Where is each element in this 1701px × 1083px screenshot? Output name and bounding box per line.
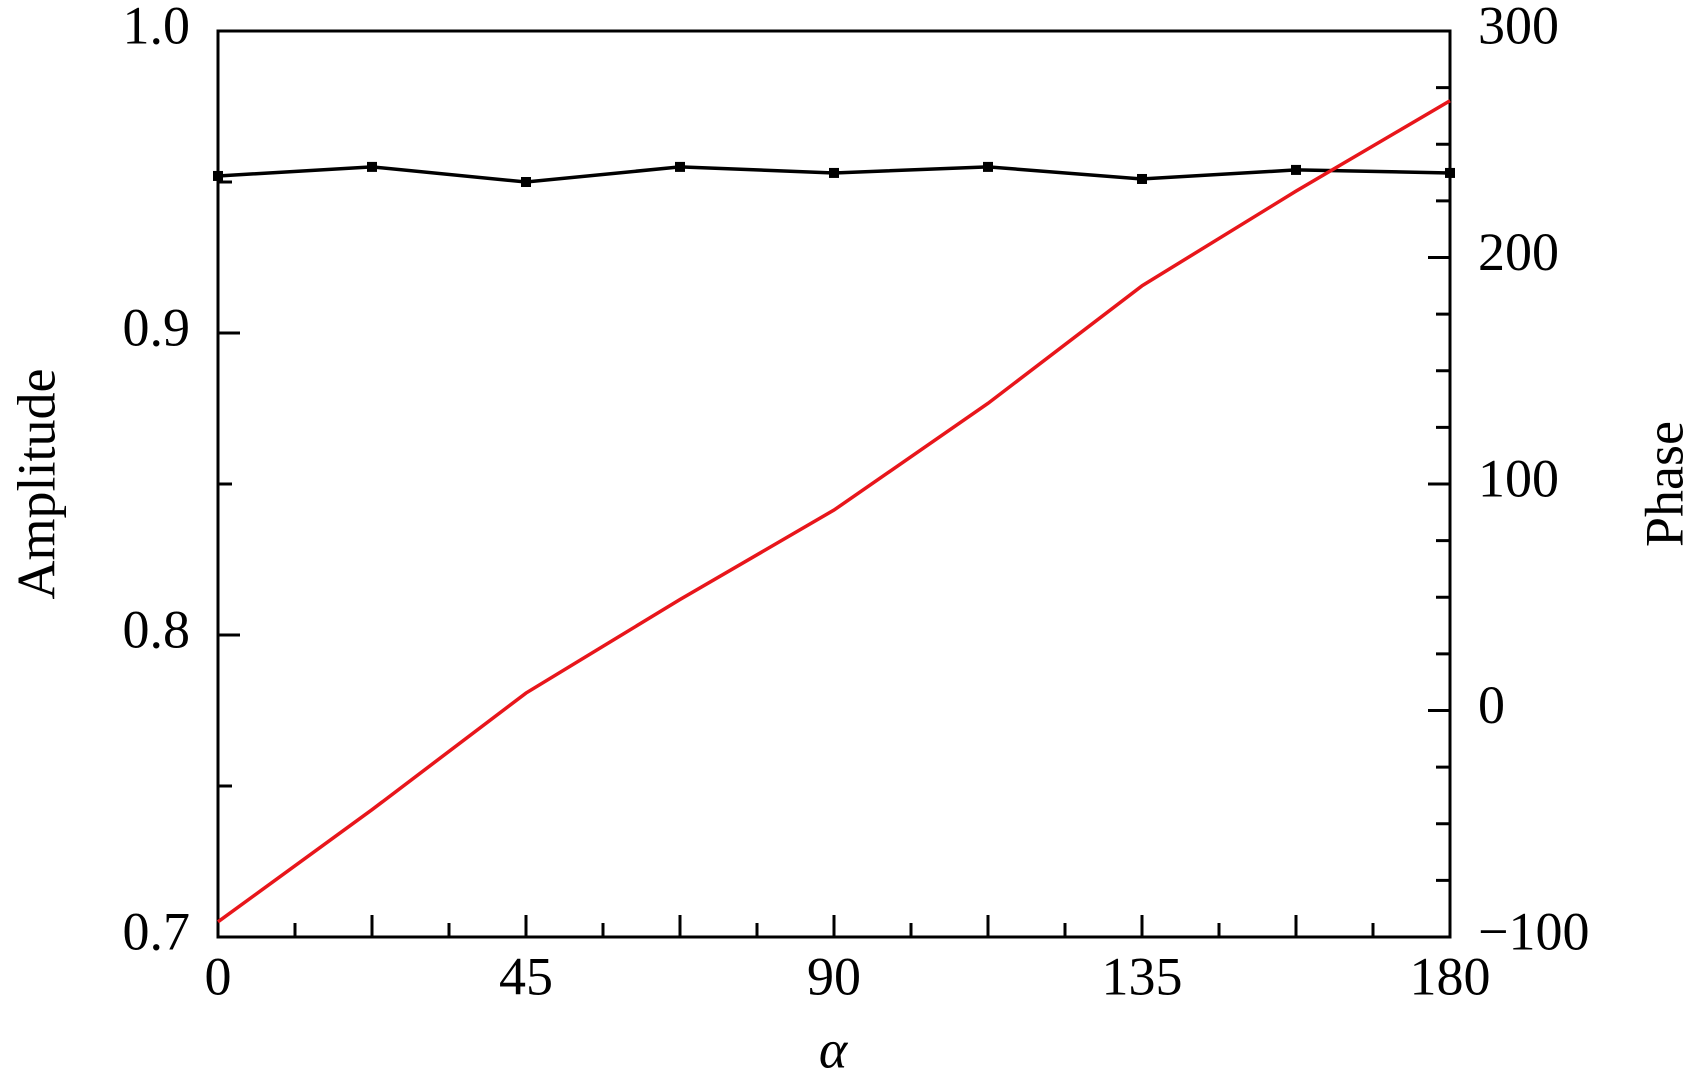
y2-axis-label: Phase [1634, 421, 1694, 547]
point-marker [1291, 164, 1301, 175]
point-marker [213, 170, 223, 181]
y2-tick-label: −100 [1478, 901, 1589, 961]
point-marker [521, 177, 531, 187]
x-tick-label: 90 [807, 946, 861, 1006]
series-line [216, 99, 1451, 924]
y2-tick-label: 200 [1478, 222, 1559, 282]
y-tick-label: 0.8 [123, 599, 191, 659]
point-marker [983, 161, 993, 172]
x-tick-label: 45 [499, 946, 553, 1006]
y-tick-label: 0.9 [123, 297, 191, 357]
point-marker [1445, 167, 1455, 178]
point-marker [367, 161, 377, 172]
x-axis-label: α [819, 1019, 849, 1079]
x-tick-label: 0 [205, 946, 232, 1006]
point-marker [675, 161, 685, 172]
y2-tick-label: 300 [1478, 0, 1559, 55]
y2-tick-label: 100 [1478, 448, 1559, 508]
point-marker [1137, 173, 1147, 184]
y2-tick-label: 0 [1478, 675, 1505, 735]
x-tick-label: 135 [1102, 946, 1183, 1006]
y-axis-label: Amplitude [6, 369, 66, 600]
plot-frame [216, 29, 1452, 939]
y-tick-label: 0.7 [123, 901, 191, 961]
y-tick-label: 1.0 [123, 0, 191, 55]
x-tick-label: 180 [1410, 946, 1491, 1006]
point-marker [829, 167, 839, 178]
